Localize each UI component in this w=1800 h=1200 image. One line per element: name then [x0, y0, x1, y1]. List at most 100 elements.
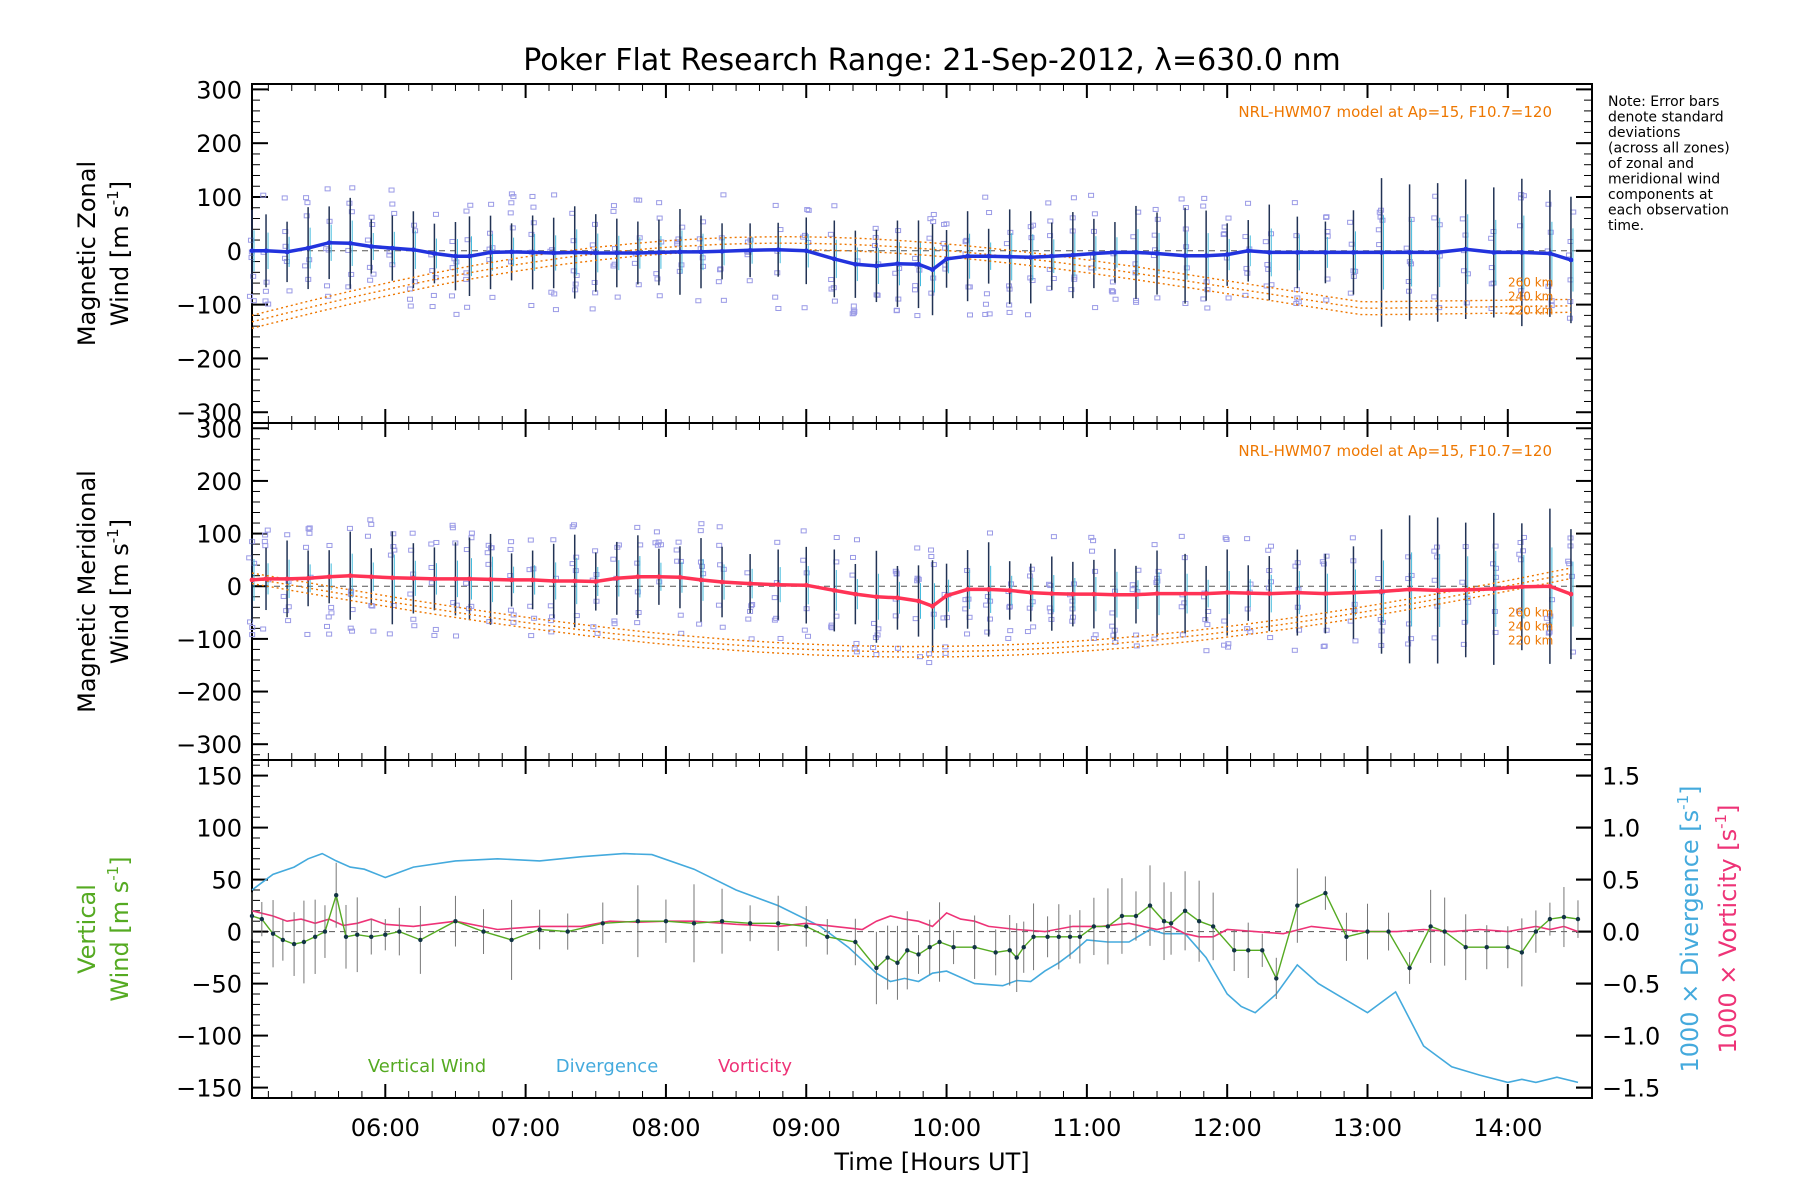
scatter-point — [1003, 241, 1010, 247]
scatter-point — [488, 201, 495, 207]
scatter-point — [653, 529, 660, 535]
scatter-point — [982, 311, 989, 317]
series-point — [1294, 590, 1300, 595]
scatter-point — [677, 558, 684, 564]
scatter-point — [324, 283, 331, 289]
scatter-point — [1408, 636, 1415, 642]
scatter-point — [943, 221, 950, 227]
vertical-wind-point — [1246, 948, 1251, 953]
scatter-point — [850, 554, 857, 560]
scatter-point — [611, 618, 618, 624]
scatter-point — [1517, 557, 1524, 563]
series-point — [368, 244, 374, 249]
series-point — [1379, 589, 1384, 594]
panel-meridional: 300 200 100 0 −100 −200 −300 Magnetic Meridiona… — [73, 415, 1593, 761]
scatter-point — [1220, 232, 1227, 238]
scatter-point — [853, 640, 860, 646]
scatter-point — [249, 632, 256, 638]
scatter-point — [656, 215, 663, 221]
scatter-point — [390, 602, 397, 608]
scatter-point — [284, 532, 291, 538]
vertical-wind-point — [1231, 948, 1237, 953]
scatter-point — [463, 580, 470, 586]
scatter-point — [930, 219, 937, 225]
scatter-point — [484, 550, 491, 556]
scatter-point — [1203, 648, 1210, 654]
vertical-wind-point — [333, 893, 339, 898]
y2-tick-label: 1.0 — [1602, 815, 1640, 843]
vertical-wind-point — [322, 929, 328, 934]
scatter-point — [468, 530, 475, 536]
scatter-point — [926, 235, 933, 241]
vertical-wind-point — [1561, 914, 1567, 920]
scatter-point — [303, 213, 310, 219]
vertical-wind-point — [301, 939, 307, 945]
scatter-point — [654, 276, 661, 282]
scatter-point — [428, 580, 435, 586]
series-point — [432, 251, 437, 256]
model-curve — [251, 249, 1572, 329]
vertical-wind-point — [951, 945, 956, 950]
scatter-point — [429, 304, 436, 310]
scatter-point — [406, 296, 413, 302]
scatter-point — [547, 603, 554, 609]
scatter-point — [1133, 643, 1140, 649]
scatter-point — [1347, 219, 1354, 225]
scatter-point — [281, 195, 288, 201]
scatter-point — [777, 635, 784, 641]
model-label: NRL-HWM07 model at Ap=15, F10.7=120 — [1238, 442, 1552, 460]
scatter-point — [772, 202, 779, 208]
vertical-wind-point — [600, 921, 605, 926]
scatter-point — [571, 522, 578, 528]
scatter-point — [453, 259, 460, 265]
vertical-wind-point — [1133, 913, 1139, 919]
scatter-point — [1047, 583, 1054, 589]
model-label: NRL-HWM07 model at Ap=15, F10.7=120 — [1238, 103, 1552, 121]
scatter-point — [303, 544, 310, 550]
series-point — [1112, 592, 1118, 598]
scatter-point — [928, 554, 935, 560]
scatter-point — [306, 525, 313, 531]
scatter-point — [1431, 635, 1438, 641]
scatter-point — [449, 239, 456, 245]
series-point — [677, 249, 683, 255]
x-tick-label: 12:00 — [1193, 1114, 1262, 1142]
model-curve — [251, 567, 1572, 648]
scatter-point — [698, 521, 705, 527]
y2-axis-label-divergence: 1000 × Divergence [s-1] — [1674, 785, 1704, 1072]
scatter-point — [1265, 547, 1272, 553]
scatter-point — [407, 591, 414, 597]
scatter-point — [249, 624, 256, 630]
x-tick-label: 09:00 — [772, 1114, 841, 1142]
scatter-point — [1092, 305, 1099, 311]
vertical-wind-point — [1260, 948, 1265, 953]
scatter-point — [634, 524, 641, 530]
scatter-point — [433, 539, 440, 545]
scatter-point — [463, 208, 470, 214]
scatter-point — [1202, 617, 1209, 623]
scatter-point — [390, 531, 397, 537]
divergence-line — [251, 852, 1579, 1084]
scatter-point — [1296, 627, 1303, 633]
y2-label-sup: -1 — [1712, 814, 1730, 829]
scatter-point — [261, 538, 268, 544]
scatter-point — [1204, 622, 1211, 628]
scatter-point — [1547, 229, 1554, 235]
scatter-point — [1154, 295, 1161, 301]
scatter-point — [677, 612, 684, 618]
scatter-point — [347, 625, 354, 631]
series-point — [1519, 250, 1525, 255]
scatter-point — [1520, 548, 1527, 554]
scatter-point — [963, 237, 970, 243]
scatter-point — [1267, 543, 1274, 549]
scatter-point — [280, 593, 287, 599]
scatter-point — [348, 271, 355, 277]
scatter-point — [1179, 632, 1186, 638]
scatter-point — [1405, 278, 1412, 284]
y-tick-label: 200 — [196, 468, 242, 496]
scatter-point — [1461, 619, 1468, 625]
scatter-point — [675, 236, 682, 242]
scatter-point — [306, 257, 313, 263]
y-tick-label: −300 — [176, 399, 242, 427]
scatter-point — [1242, 292, 1249, 298]
